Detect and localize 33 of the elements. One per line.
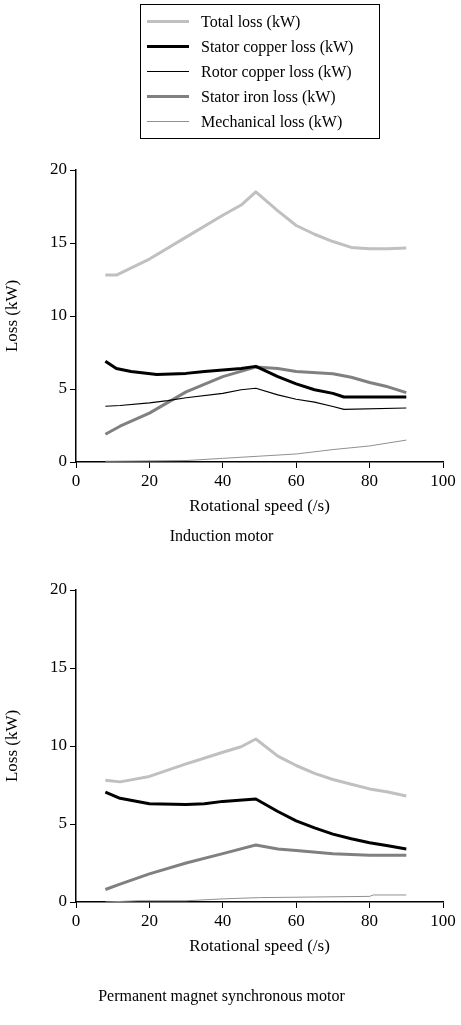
y-tick-label: 15 [50,232,67,252]
x-tick-label: 40 [214,910,232,930]
legend-label: Total loss (kW) [201,12,301,31]
x-axis-title: Rotational speed (/s) [189,936,330,956]
legend-label: Rotor copper loss (kW) [201,62,352,81]
x-tick-label: 0 [71,470,81,490]
x-axis-title: Rotational speed (/s) [189,496,330,516]
y-tick-label: 0 [58,891,67,911]
x-tick-label: 60 [287,910,305,930]
x-tick-label: 80 [361,470,379,490]
x-tick-label: 20 [140,470,158,490]
legend-label: Stator iron loss (kW) [201,87,336,106]
x-tick-label: 100 [430,910,456,930]
y-tick-label: 0 [58,451,67,471]
y-tick-label: 5 [58,378,67,398]
text: Induction motor [169,526,274,544]
y-tick-label: 15 [50,657,67,677]
x-tick-label: 40 [214,470,232,490]
x-tick-label: 100 [430,470,456,490]
y-axis-title: Loss (kW) [1,279,21,353]
y-tick-label: 5 [58,813,67,833]
y-axis-title: Loss (kW) [1,709,21,783]
x-tick-label: 60 [287,470,305,490]
y-tick-label: 20 [50,159,67,179]
x-tick-label: 0 [71,910,81,930]
legend-label: Mechanical loss (kW) [201,112,343,131]
x-tick-label: 20 [140,910,158,930]
x-tick-label: 80 [361,910,379,930]
y-tick-label: 10 [50,305,67,325]
y-tick-label: 10 [50,735,67,755]
text: Permanent magnet synchronous motor [98,986,346,1005]
legend-label: Stator copper loss (kW) [201,37,354,56]
y-tick-label: 20 [50,579,67,599]
